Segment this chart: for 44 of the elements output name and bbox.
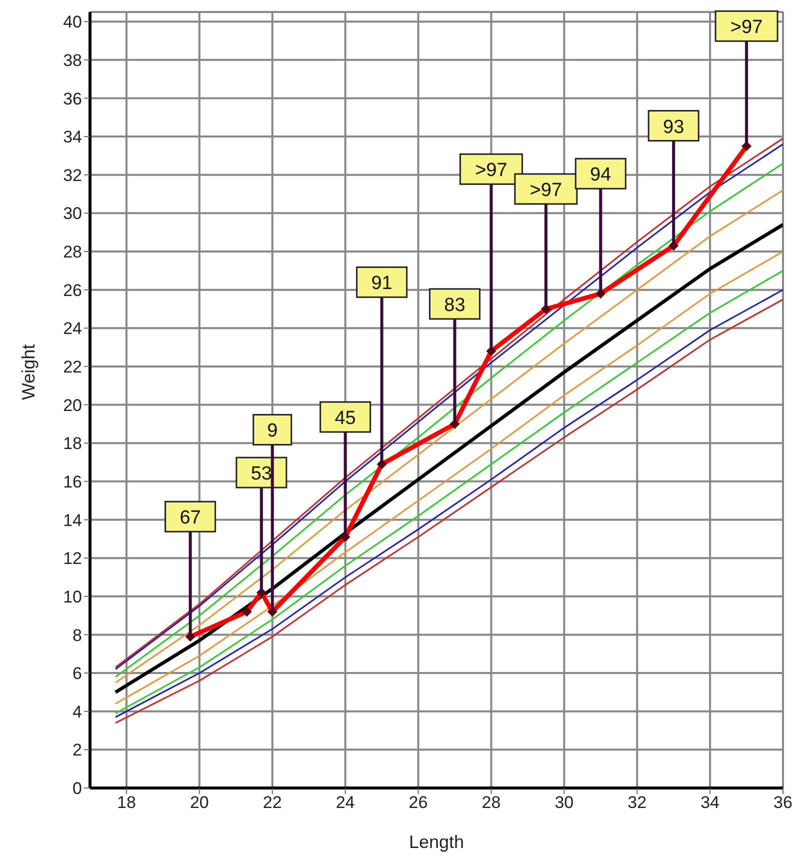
x-tick-label: 34 bbox=[700, 793, 720, 812]
y-tick-label: 30 bbox=[63, 204, 82, 224]
annotation: 91 bbox=[371, 273, 392, 294]
annotation: 93 bbox=[663, 116, 684, 138]
y-tick-label: 16 bbox=[63, 472, 82, 492]
x-tick-label: 22 bbox=[262, 793, 282, 812]
y-tick-label: 14 bbox=[63, 510, 82, 530]
x-tick-label: 20 bbox=[190, 793, 209, 812]
x-tick-label: 30 bbox=[554, 793, 574, 812]
y-tick-label: 8 bbox=[72, 626, 82, 645]
y-tick-label: 4 bbox=[72, 702, 82, 722]
annotation: 83 bbox=[444, 294, 466, 316]
x-tick-label: 32 bbox=[628, 793, 647, 812]
y-tick-label: 38 bbox=[63, 50, 82, 70]
annotation: 94 bbox=[590, 164, 612, 186]
annotation: >97 bbox=[530, 180, 562, 201]
annotation: >97 bbox=[730, 17, 763, 38]
annotation: >97 bbox=[475, 160, 508, 182]
y-tick-label: 12 bbox=[63, 549, 82, 568]
x-tick-label: 28 bbox=[482, 793, 501, 812]
y-tick-label: 20 bbox=[63, 396, 82, 415]
x-axis-title: Length bbox=[408, 832, 464, 852]
annotation: 53 bbox=[250, 464, 272, 485]
y-tick-label: 24 bbox=[63, 319, 82, 338]
x-tick-label: 36 bbox=[774, 793, 792, 812]
y-tick-label: 2 bbox=[72, 740, 82, 760]
y-tick-label: 26 bbox=[63, 280, 82, 300]
y-tick-label: 18 bbox=[63, 434, 82, 454]
y-tick-label: 32 bbox=[63, 166, 82, 185]
y-tick-label: 34 bbox=[63, 128, 82, 147]
x-tick-label: 24 bbox=[336, 793, 355, 812]
y-tick-label: 28 bbox=[63, 242, 82, 262]
x-tick-label: 26 bbox=[408, 793, 428, 812]
annotation: 45 bbox=[334, 408, 356, 429]
y-tick-label: 0 bbox=[72, 779, 82, 798]
y-tick-label: 36 bbox=[63, 89, 82, 108]
y-axis-title: Weight bbox=[18, 344, 38, 400]
y-tick-label: 22 bbox=[63, 358, 82, 377]
y-tick-label: 10 bbox=[63, 587, 82, 606]
x-tick-label: 18 bbox=[117, 793, 136, 812]
annotation: 9 bbox=[267, 420, 278, 442]
y-tick-label: 40 bbox=[63, 12, 82, 32]
y-tick-label: 6 bbox=[72, 664, 82, 684]
annotation: 67 bbox=[180, 508, 201, 529]
